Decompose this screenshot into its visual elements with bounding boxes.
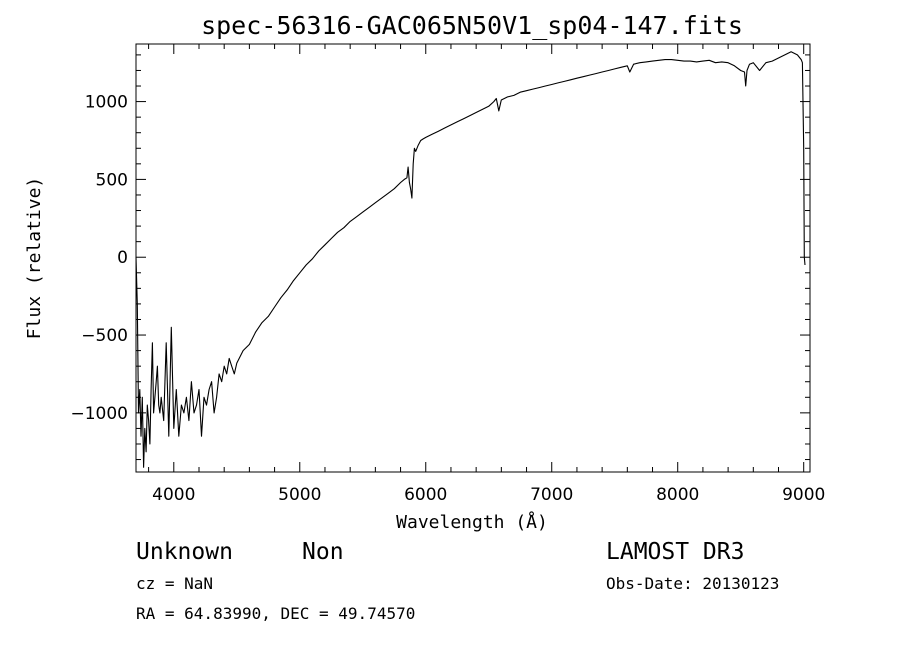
x-axis-label: Wavelength (Å) <box>396 511 548 533</box>
redshift-cz: cz = NaN <box>136 574 213 593</box>
y-axis: −1000 −500 0 500 1000 <box>70 54 810 461</box>
y-tick-label: 0 <box>117 248 128 268</box>
object-subclass: Non <box>302 539 344 565</box>
object-class: Unknown <box>136 539 233 565</box>
y-tick-label: −1000 <box>70 404 128 424</box>
plot-frame <box>135 43 811 473</box>
y-axis-label: Flux (relative) <box>24 177 45 340</box>
x-axis: 4000 5000 6000 7000 8000 9000 <box>148 44 825 505</box>
x-tick-label: 8000 <box>656 485 699 505</box>
x-tick-label: 6000 <box>404 485 447 505</box>
x-tick-label: 7000 <box>530 485 573 505</box>
spectrum-line <box>135 51 806 468</box>
y-tick-label: −500 <box>81 326 128 346</box>
y-tick-label: 500 <box>96 170 128 190</box>
chart-title: spec-56316-GAC065N50V1_sp04-147.fits <box>201 11 743 40</box>
y-tick-label: 1000 <box>85 93 128 113</box>
x-tick-label: 5000 <box>278 485 321 505</box>
observation-date: Obs-Date: 20130123 <box>606 574 779 593</box>
survey-name: LAMOST DR3 <box>606 539 744 565</box>
ra-dec: RA = 64.83990, DEC = 49.74570 <box>136 604 415 623</box>
x-tick-label: 4000 <box>152 485 195 505</box>
x-tick-label: 9000 <box>782 485 825 505</box>
